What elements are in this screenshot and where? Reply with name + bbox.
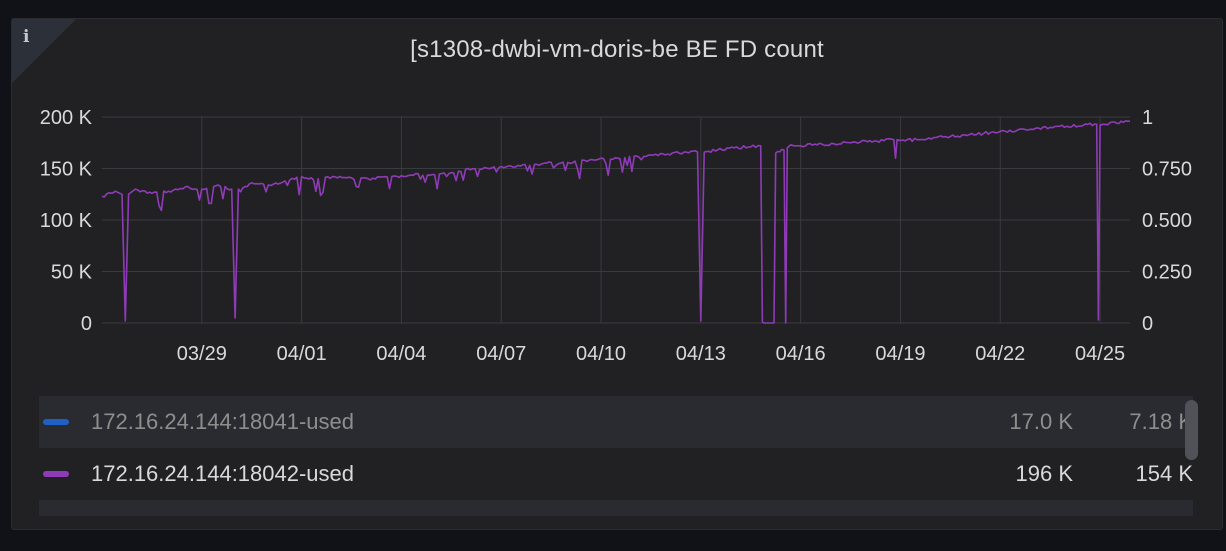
legend-swatch-18042	[43, 471, 69, 477]
x-tick-label: 04/13	[676, 343, 726, 365]
legend-row-partial	[39, 500, 1193, 516]
legend: 172.16.24.144:18041-used 17.0 K 7.18 K 1…	[39, 395, 1193, 516]
y-right-tick-label: 0.250	[1142, 262, 1192, 284]
y-right-tick-label: 0.750	[1142, 159, 1192, 181]
legend-max-value: 196 K	[1015, 461, 1074, 486]
legend-current-value: 7.18 K	[1129, 409, 1193, 434]
legend-max-value: 17.0 K	[1009, 409, 1073, 434]
info-icon[interactable]: i	[23, 27, 30, 47]
legend-row-18042[interactable]: 172.16.24.144:18042-used 196 K 154 K	[39, 448, 1193, 500]
y-right-tick-label: 0	[1142, 313, 1153, 335]
y-left-tick-label: 200 K	[40, 107, 93, 129]
legend-series-name: 172.16.24.144:18041-used	[91, 409, 355, 434]
legend-swatch-18041	[43, 419, 69, 425]
y-left-tick-label: 50 K	[51, 262, 93, 284]
y-left-tick-label: 100 K	[40, 210, 93, 232]
panel-title[interactable]: [s1308-dwbi-vm-doris-be BE FD count	[410, 36, 824, 63]
x-tick-label: 04/16	[776, 343, 826, 365]
graph-panel: i [s1308-dwbi-vm-doris-be BE FD count 0 5…	[11, 18, 1223, 530]
y-right-tick-label: 0.500	[1142, 210, 1192, 232]
x-tick-label: 04/07	[476, 343, 526, 365]
panel-info-corner[interactable]	[12, 19, 76, 83]
x-tick-label: 04/22	[975, 343, 1025, 365]
legend-series-name: 172.16.24.144:18042-used	[91, 461, 355, 486]
y-left-tick-label: 0	[81, 313, 92, 335]
x-tick-label: 03/29	[177, 343, 227, 365]
x-tick-label: 04/04	[376, 343, 426, 365]
legend-current-value: 154 K	[1135, 461, 1194, 486]
line-chart[interactable]: 0 50 K 100 K 150 K 200 K 0 0.250 0.500 0.750 1 03/…	[12, 19, 1224, 379]
legend-scrollbar[interactable]	[1185, 400, 1198, 460]
y-right-tick-label: 1	[1142, 107, 1153, 129]
x-tick-label: 04/10	[576, 343, 626, 365]
x-tick-label: 04/25	[1075, 343, 1125, 365]
series-line-172-16-24-144-18042-used	[101, 120, 1131, 324]
x-tick-label: 04/01	[277, 343, 327, 365]
y-left-tick-label: 150 K	[40, 159, 93, 181]
legend-row-18041[interactable]: 172.16.24.144:18041-used 17.0 K 7.18 K	[39, 396, 1193, 448]
x-tick-label: 04/19	[875, 343, 925, 365]
